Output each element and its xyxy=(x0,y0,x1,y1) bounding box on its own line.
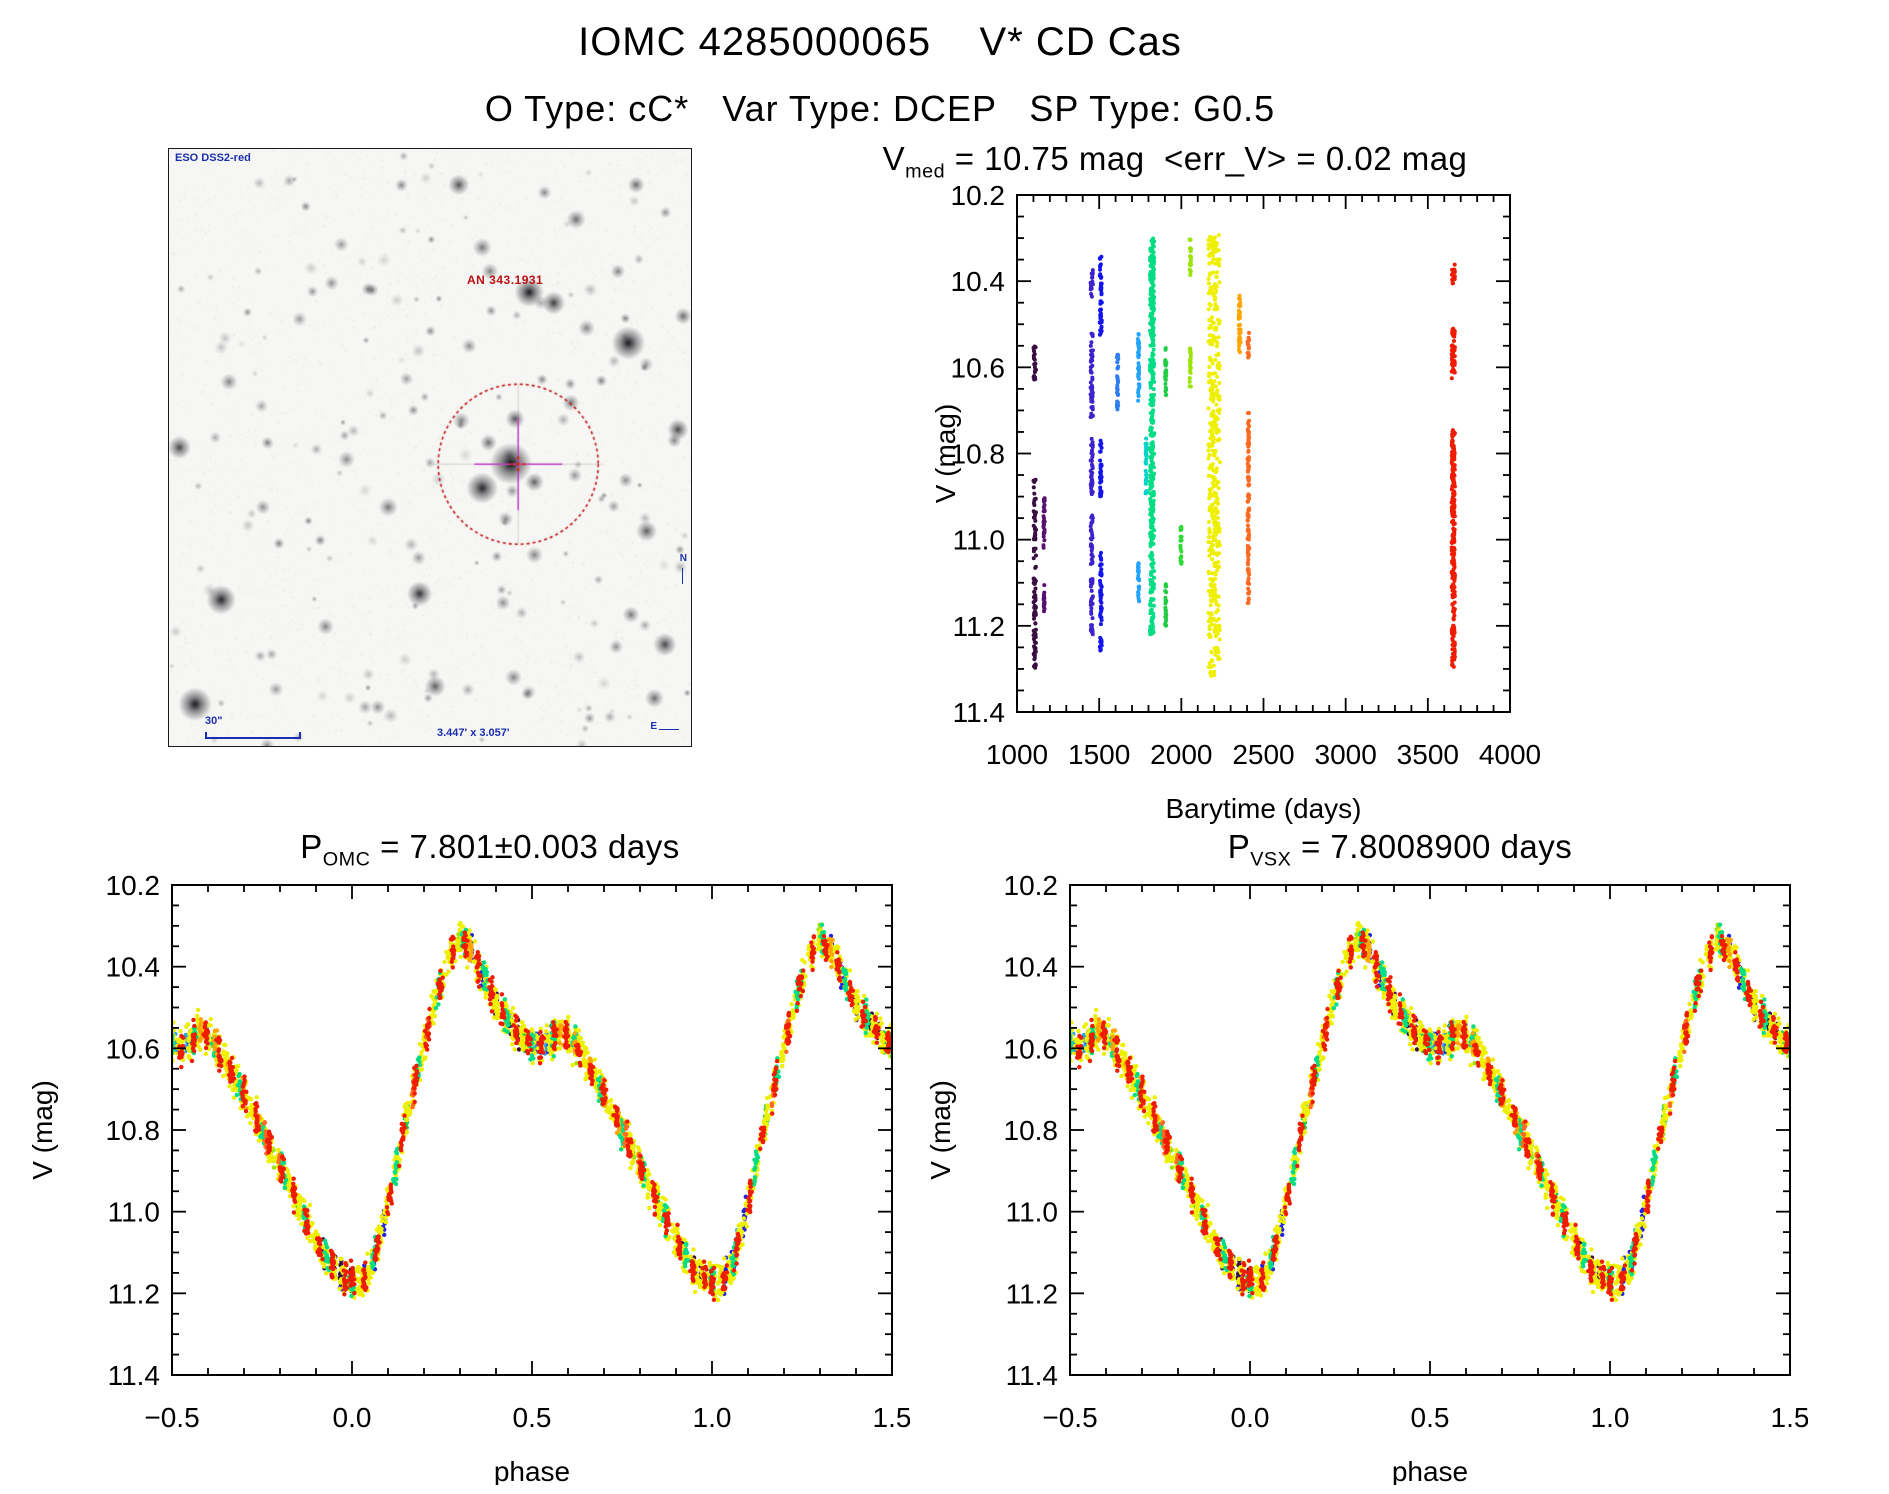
omc-title-rest: = 7.801±0.003 days xyxy=(370,828,680,865)
compass-north-label: N xyxy=(679,553,687,564)
omc-title-sub: OMC xyxy=(322,848,371,871)
svg-text:4000: 4000 xyxy=(1479,739,1541,770)
survey-label: ESO DSS2-red xyxy=(175,152,251,164)
svg-text:2500: 2500 xyxy=(1232,739,1294,770)
svg-text:11.0: 11.0 xyxy=(953,525,1005,556)
phase-omc-plot-title: POMC = 7.801±0.003 days xyxy=(130,828,850,872)
omc-title-lead: P xyxy=(300,828,323,865)
svg-text:1000: 1000 xyxy=(986,739,1048,770)
subtitle: O Type: cC* Var Type: DCEP SP Type: G0.5 xyxy=(484,88,1276,129)
svg-text:3000: 3000 xyxy=(1315,739,1377,770)
svg-text:10.6: 10.6 xyxy=(951,352,1006,383)
phase-vsx-plot-title: PVSX = 7.8008900 days xyxy=(1040,828,1760,872)
phase-omc-plot: −0.5 0.0 0.5 1.0 1.510.210.410.610.811.011.2… xyxy=(30,870,910,1485)
dss-sky-image xyxy=(169,149,691,746)
vsx-title-rest: = 7.8008900 days xyxy=(1291,828,1573,865)
barytime-title-lead: V xyxy=(882,140,906,177)
svg-text:10.4: 10.4 xyxy=(951,266,1006,297)
finder-chart-panel: ESO DSS2-red AN 343.1931 30" 3.447' x 3.… xyxy=(168,148,692,747)
compass-east-line xyxy=(659,729,679,730)
vsx-title-lead: P xyxy=(1227,828,1251,865)
barytime-title-rest: = 10.75 mag <err_V> = 0.02 mag xyxy=(945,140,1468,177)
svg-text:11.2: 11.2 xyxy=(953,611,1005,642)
svg-text:2000: 2000 xyxy=(1150,739,1212,770)
fov-label: 3.447' x 3.057' xyxy=(437,727,510,739)
compass-north-line xyxy=(682,568,683,584)
svg-text:Barytime (days): Barytime (days) xyxy=(1165,793,1361,824)
main-title: IOMC 4285000065 V* CD Cas xyxy=(578,20,1182,64)
barytime-title-sub: med xyxy=(905,160,946,183)
compass-east-label: E xyxy=(650,721,657,732)
phase-vsx-plot: −0.5 0.0 0.5 1.0 1.510.210.410.610.811.011.2… xyxy=(928,870,1808,1485)
barytime-plot-title: Vmed = 10.75 mag <err_V> = 0.02 mag xyxy=(855,140,1495,184)
svg-text:11.4: 11.4 xyxy=(953,697,1005,728)
target-designation-label: AN 343.1931 xyxy=(467,273,544,287)
barytime-plot: 1000 1500 2000 2500 3000 3500 4000 10.2 10.4 10.6… xyxy=(930,180,1541,824)
scale-label: 30" xyxy=(205,715,223,727)
svg-text:10.2: 10.2 xyxy=(951,180,1006,211)
vsx-title-sub: VSX xyxy=(1250,848,1292,871)
svg-text:V (mag): V (mag) xyxy=(930,404,961,504)
svg-text:1500: 1500 xyxy=(1068,739,1130,770)
svg-text:3500: 3500 xyxy=(1397,739,1459,770)
svg-text:10.8: 10.8 xyxy=(951,439,1006,470)
scale-bar xyxy=(205,732,301,739)
